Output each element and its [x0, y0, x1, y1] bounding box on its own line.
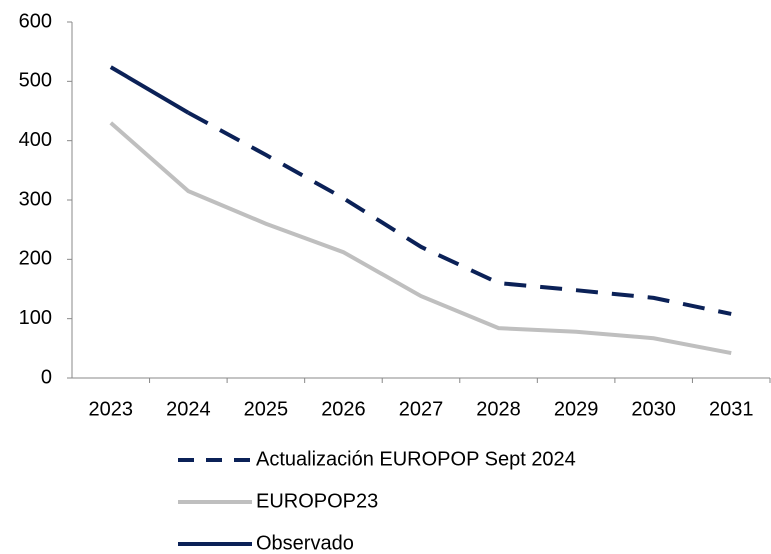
series-line	[187, 111, 732, 316]
x-tick-label: 2027	[399, 398, 444, 420]
series-line	[109, 65, 190, 115]
x-tick-label: 2023	[89, 398, 134, 420]
y-tick-label: 300	[19, 188, 52, 210]
x-tick-label: 2030	[631, 398, 676, 420]
x-tick-label: 2024	[166, 398, 211, 420]
y-tick-label: 100	[19, 307, 52, 329]
x-tick-label: 2026	[321, 398, 366, 420]
x-tick-label: 2025	[244, 398, 289, 420]
y-tick-label: 600	[19, 10, 52, 32]
y-tick-label: 0	[41, 366, 52, 388]
x-tick-label: 2028	[476, 398, 521, 420]
x-tick-label: 2031	[709, 398, 754, 420]
legend-label: Actualización EUROPOP Sept 2024	[256, 448, 576, 470]
y-tick-label: 200	[19, 248, 52, 270]
x-tick-label: 2029	[554, 398, 599, 420]
y-tick-label: 500	[19, 70, 52, 92]
legend-label: Observado	[256, 532, 354, 554]
legend-label: EUROPOP23	[256, 490, 378, 512]
series-line	[109, 121, 732, 356]
y-tick-label: 400	[19, 129, 52, 151]
